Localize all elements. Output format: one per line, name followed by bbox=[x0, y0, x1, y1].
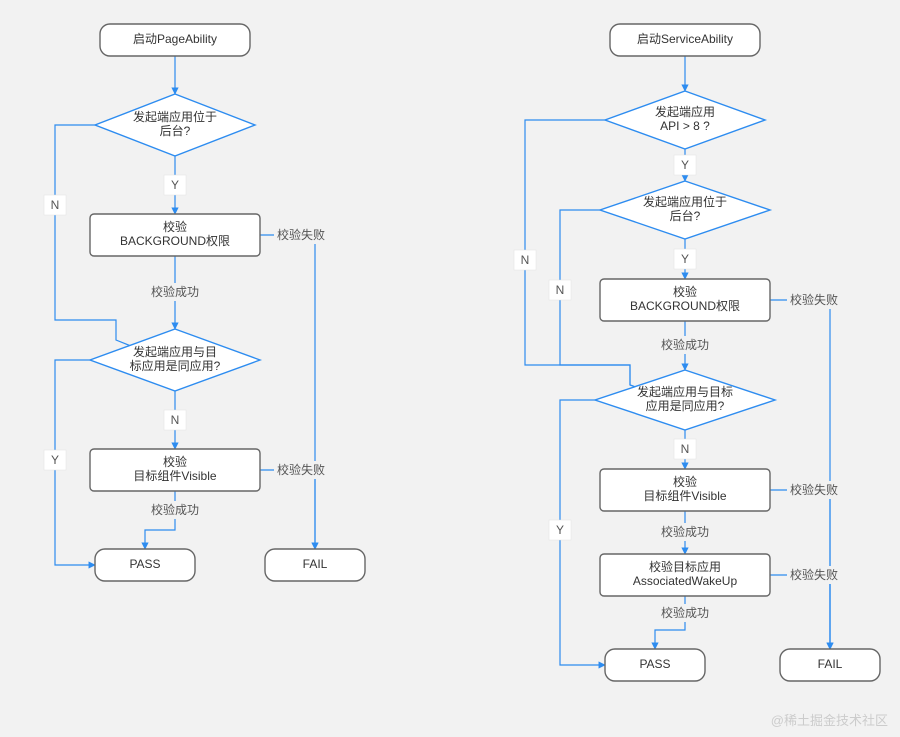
right-edge-d_bg-p_bgchk-2: Y bbox=[674, 239, 696, 279]
right-edge-d_same-pass-9: Y bbox=[549, 400, 605, 665]
svg-text:BACKGROUND权限: BACKGROUND权限 bbox=[630, 299, 740, 313]
svg-text:PASS: PASS bbox=[129, 557, 160, 571]
flowchart-container: Y校验成功N校验成功NY校验失败校验失败启动PageAbility发起端应用位于… bbox=[0, 0, 900, 737]
left-edge-p_vis-fail-8: 校验失败 bbox=[260, 461, 328, 549]
svg-text:校验目标应用: 校验目标应用 bbox=[649, 559, 721, 574]
left-edge-p_bgchk-d_same-2: 校验成功 bbox=[148, 256, 202, 329]
svg-text:目标组件Visible: 目标组件Visible bbox=[133, 469, 216, 483]
svg-text:发起端应用位于: 发起端应用位于 bbox=[133, 109, 217, 124]
right-edge-p_bgchk-d_same-3: 校验成功 bbox=[658, 321, 712, 370]
svg-text:校验成功: 校验成功 bbox=[661, 337, 709, 352]
svg-text:N: N bbox=[681, 442, 690, 456]
right-edge-p_wake-fail-12: 校验失败 bbox=[770, 566, 841, 649]
svg-text:校验: 校验 bbox=[163, 454, 187, 469]
svg-text:Y: Y bbox=[681, 158, 689, 172]
right-node-pass: PASS bbox=[605, 649, 705, 681]
svg-text:Y: Y bbox=[51, 453, 59, 467]
svg-text:后台?: 后台? bbox=[160, 123, 191, 138]
svg-text:校验: 校验 bbox=[163, 219, 187, 234]
svg-text:校验成功: 校验成功 bbox=[151, 502, 199, 517]
left-node-p_bgchk: 校验BACKGROUND权限 bbox=[90, 214, 260, 256]
svg-text:Y: Y bbox=[171, 178, 179, 192]
svg-text:校验失败: 校验失败 bbox=[277, 462, 325, 477]
svg-text:API > 8 ?: API > 8 ? bbox=[660, 119, 710, 133]
svg-text:发起端应用与目标: 发起端应用与目标 bbox=[637, 384, 733, 399]
svg-text:Y: Y bbox=[556, 523, 564, 537]
left-edge-d_same-p_vis-3: N bbox=[164, 391, 186, 449]
svg-text:AssociatedWakeUp: AssociatedWakeUp bbox=[633, 574, 738, 588]
right-node-start: 启动ServiceAbility bbox=[610, 24, 760, 56]
svg-text:发起端应用与目: 发起端应用与目 bbox=[133, 344, 217, 359]
svg-text:N: N bbox=[521, 253, 530, 267]
right-node-p_bgchk: 校验BACKGROUND权限 bbox=[600, 279, 770, 321]
svg-text:FAIL: FAIL bbox=[818, 657, 843, 671]
svg-text:启动ServiceAbility: 启动ServiceAbility bbox=[637, 32, 733, 46]
right-node-d_same: 发起端应用与目标应用是同应用? bbox=[595, 370, 775, 430]
svg-text:校验: 校验 bbox=[673, 474, 697, 489]
svg-text:校验失败: 校验失败 bbox=[277, 227, 325, 242]
svg-text:应用是同应用?: 应用是同应用? bbox=[646, 398, 725, 413]
svg-text:发起端应用位于: 发起端应用位于 bbox=[643, 194, 727, 209]
right-edge-p_wake-pass-6: 校验成功 bbox=[655, 596, 712, 649]
svg-text:后台?: 后台? bbox=[670, 208, 701, 223]
left-edge-p_bgchk-fail-7: 校验失败 bbox=[260, 226, 328, 549]
svg-text:FAIL: FAIL bbox=[303, 557, 328, 571]
left-edge-p_vis-pass-4: 校验成功 bbox=[145, 491, 202, 549]
svg-text:N: N bbox=[51, 198, 60, 212]
svg-text:校验: 校验 bbox=[673, 284, 697, 299]
svg-text:校验失败: 校验失败 bbox=[790, 482, 838, 497]
flowchart-svg: Y校验成功N校验成功NY校验失败校验失败启动PageAbility发起端应用位于… bbox=[0, 0, 900, 737]
left-node-pass: PASS bbox=[95, 549, 195, 581]
svg-text:BACKGROUND权限: BACKGROUND权限 bbox=[120, 234, 230, 248]
right-edge-d_api-d_same-7: N bbox=[514, 120, 650, 392]
left-node-d_bg: 发起端应用位于后台? bbox=[95, 94, 255, 156]
right-node-d_api: 发起端应用API > 8 ? bbox=[605, 91, 765, 149]
svg-text:N: N bbox=[171, 413, 180, 427]
right-node-p_wake: 校验目标应用AssociatedWakeUp bbox=[600, 554, 770, 596]
svg-text:N: N bbox=[556, 283, 565, 297]
svg-text:校验成功: 校验成功 bbox=[661, 605, 709, 620]
left-node-fail: FAIL bbox=[265, 549, 365, 581]
right-edge-d_api-d_bg-1: Y bbox=[674, 149, 696, 181]
svg-text:PASS: PASS bbox=[639, 657, 670, 671]
svg-text:Y: Y bbox=[681, 252, 689, 266]
left-edge-d_bg-p_bgchk-1: Y bbox=[164, 156, 186, 214]
svg-text:校验成功: 校验成功 bbox=[661, 524, 709, 539]
left-node-start: 启动PageAbility bbox=[100, 24, 250, 56]
left-node-p_vis: 校验目标组件Visible bbox=[90, 449, 260, 491]
svg-text:启动PageAbility: 启动PageAbility bbox=[133, 32, 217, 46]
svg-text:校验失败: 校验失败 bbox=[790, 567, 838, 582]
left-edge-d_same-pass-6: Y bbox=[44, 360, 95, 565]
svg-text:标应用是同应用?: 标应用是同应用? bbox=[130, 358, 221, 373]
svg-text:校验失败: 校验失败 bbox=[790, 292, 838, 307]
right-node-fail: FAIL bbox=[780, 649, 880, 681]
svg-text:校验成功: 校验成功 bbox=[151, 284, 199, 299]
watermark: @稀土掘金技术社区 bbox=[771, 713, 888, 728]
right-edge-d_same-p_vis-4: N bbox=[674, 430, 696, 469]
svg-text:目标组件Visible: 目标组件Visible bbox=[643, 489, 726, 503]
right-node-d_bg: 发起端应用位于后台? bbox=[600, 181, 770, 239]
svg-text:发起端应用: 发起端应用 bbox=[655, 104, 715, 119]
right-edge-p_vis-p_wake-5: 校验成功 bbox=[658, 511, 712, 554]
right-node-p_vis: 校验目标组件Visible bbox=[600, 469, 770, 511]
